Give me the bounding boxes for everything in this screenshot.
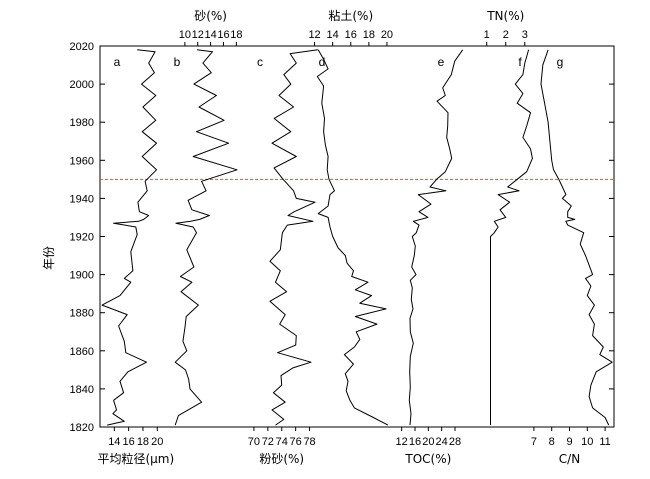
y-axis-title: 年份 [42,246,56,270]
y-tick-label-2000: 2000 [70,79,94,91]
series-line-d [316,49,389,426]
series-line-b [174,49,238,426]
panel-label-g: g [557,55,564,69]
tick-label-e-28: 28 [449,436,461,448]
y-tick-label-1940: 1940 [70,193,94,205]
tick-label-b-18: 18 [230,29,242,41]
tick-label-g-9: 9 [566,436,572,448]
axis-title-g: C/N [559,452,580,466]
tick-label-b-10: 10 [179,29,191,41]
y-tick-label-1960: 1960 [70,155,94,167]
y-tick-label-1880: 1880 [70,308,94,320]
tick-label-c-70: 70 [248,436,260,448]
tick-label-e-16: 16 [409,436,421,448]
tick-label-a-14: 14 [108,436,120,448]
series-line-a [101,49,157,426]
y-tick-label-1840: 1840 [70,384,94,396]
tick-label-g-10: 10 [581,436,593,448]
y-tick-label-1980: 1980 [70,117,94,129]
tick-label-c-72: 72 [262,436,274,448]
panel-label-a: a [114,55,121,69]
tick-label-f-1: 1 [484,29,490,41]
tick-label-d-12: 12 [308,29,320,41]
axis-title-a: 平均粒径(μm) [97,451,174,466]
tick-label-a-20: 20 [151,436,163,448]
series-line-e [408,49,464,426]
panel-label-c: c [257,55,263,69]
series-line-c [269,49,318,426]
y-tick-label-1920: 1920 [70,232,94,244]
tick-label-d-18: 18 [363,29,375,41]
tick-label-f-2: 2 [503,29,509,41]
tick-label-b-16: 16 [217,29,229,41]
tick-label-b-12: 12 [192,29,204,41]
tick-label-a-18: 18 [137,436,149,448]
axis-title-c: 粉砂(%) [259,452,304,466]
tick-label-e-20: 20 [422,436,434,448]
axis-title-d: 粘土(%) [328,8,373,23]
tick-label-f-3: 3 [522,29,528,41]
tick-label-c-74: 74 [276,436,288,448]
tick-label-d-20: 20 [381,29,393,41]
tick-label-a-16: 16 [123,436,135,448]
tick-label-e-12: 12 [396,436,408,448]
panel-label-d: d [319,55,326,69]
tick-label-c-76: 76 [290,436,302,448]
panel-label-f: f [518,55,522,69]
y-tick-label-1860: 1860 [70,346,94,358]
plot-frame [99,45,615,428]
y-tick-label-2020: 2020 [70,41,94,53]
tick-label-g-7: 7 [531,436,537,448]
plot-frame-group [99,45,615,428]
tick-label-d-14: 14 [327,29,339,41]
tick-label-d-16: 16 [345,29,357,41]
tick-label-g-8: 8 [549,436,555,448]
series-line-f [490,49,533,426]
axis-title-e: TOC(%) [404,452,451,466]
y-tick-label-1820: 1820 [70,422,94,434]
series-group [101,49,613,426]
axis-title-b: 砂(%) [194,9,227,23]
y-tick-label-1900: 1900 [70,270,94,282]
tick-label-e-24: 24 [436,436,448,448]
axis-title-f: TN(%) [486,9,524,23]
tick-label-c-78: 78 [303,436,315,448]
panel-labels: a b c d e f g [114,55,564,69]
y-axis: 1820 1840 1860 1880 1900 1920 1940 1960 1980 2000… [70,41,614,434]
series-line-g [540,49,613,426]
panel-label-e: e [438,55,445,69]
tick-label-g-11: 11 [599,436,610,448]
tick-label-b-14: 14 [204,29,216,41]
panel-label-b: b [174,55,181,69]
